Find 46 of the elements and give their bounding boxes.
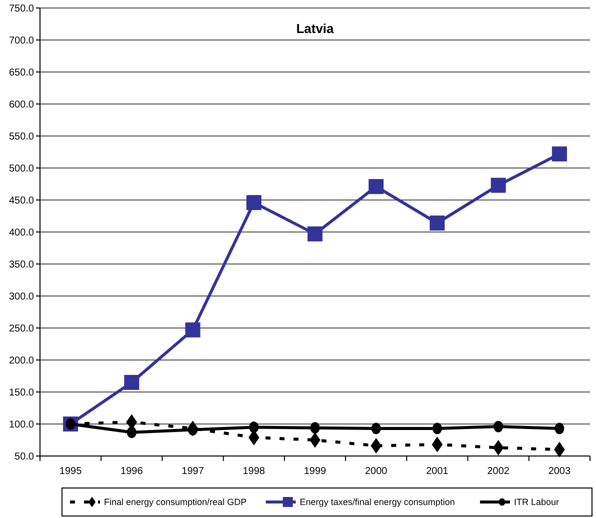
- y-tick-label: 100.0: [8, 420, 34, 430]
- point: [432, 436, 443, 452]
- y-tick-label: 200.0: [8, 356, 34, 366]
- y-tick-label: 50.0: [14, 452, 34, 462]
- text: Latvia: [296, 21, 335, 36]
- point: [371, 422, 381, 434]
- point: [308, 226, 322, 242]
- y-tick-label: 550.0: [8, 132, 34, 142]
- legend-label: Energy taxes/final energy consumption: [300, 497, 455, 508]
- y-tick-label: 450.0: [8, 196, 34, 206]
- point: [249, 422, 259, 433]
- y-tick-label: 150.0: [8, 388, 34, 398]
- legend-label: Final energy consumption/real GDP: [104, 497, 247, 508]
- point: [310, 422, 320, 434]
- legend-label: ITR Labour: [514, 497, 560, 508]
- y-tick-label: 300.0: [8, 292, 34, 302]
- y-tick-label: 400.0: [8, 228, 34, 238]
- y-tick-label: 500.0: [8, 164, 34, 174]
- x-tick-label: 1996: [120, 466, 144, 477]
- point: [185, 322, 200, 338]
- point: [368, 179, 384, 194]
- y-tick-label: 600.0: [8, 100, 34, 110]
- point: [124, 374, 140, 390]
- x-tick-label: 1999: [304, 466, 327, 477]
- y-tick-label: 700.0: [8, 36, 34, 46]
- x-tick-label: 2003: [548, 466, 572, 477]
- point: [554, 422, 564, 434]
- y-tick-label: 350.0: [8, 260, 34, 270]
- x-tick-label: 1998: [242, 466, 266, 477]
- x-tick-label: 1995: [59, 466, 82, 477]
- point: [246, 195, 262, 210]
- point: [552, 146, 567, 162]
- point: [490, 178, 506, 193]
- point: [188, 424, 198, 436]
- point: [492, 440, 504, 456]
- point: [494, 420, 504, 432]
- x-tick-label: 2002: [487, 466, 510, 477]
- y-tick-label: 750.0: [8, 4, 34, 14]
- x-tick-label: 2001: [426, 466, 449, 477]
- x-tick-label: 1997: [182, 466, 204, 477]
- point: [430, 216, 445, 231]
- point: [432, 422, 442, 434]
- y-tick-label: 650.0: [8, 68, 34, 78]
- y-tick-label: 250.0: [8, 324, 34, 334]
- x-tick-label: 2000: [364, 466, 388, 477]
- point: [126, 426, 136, 438]
